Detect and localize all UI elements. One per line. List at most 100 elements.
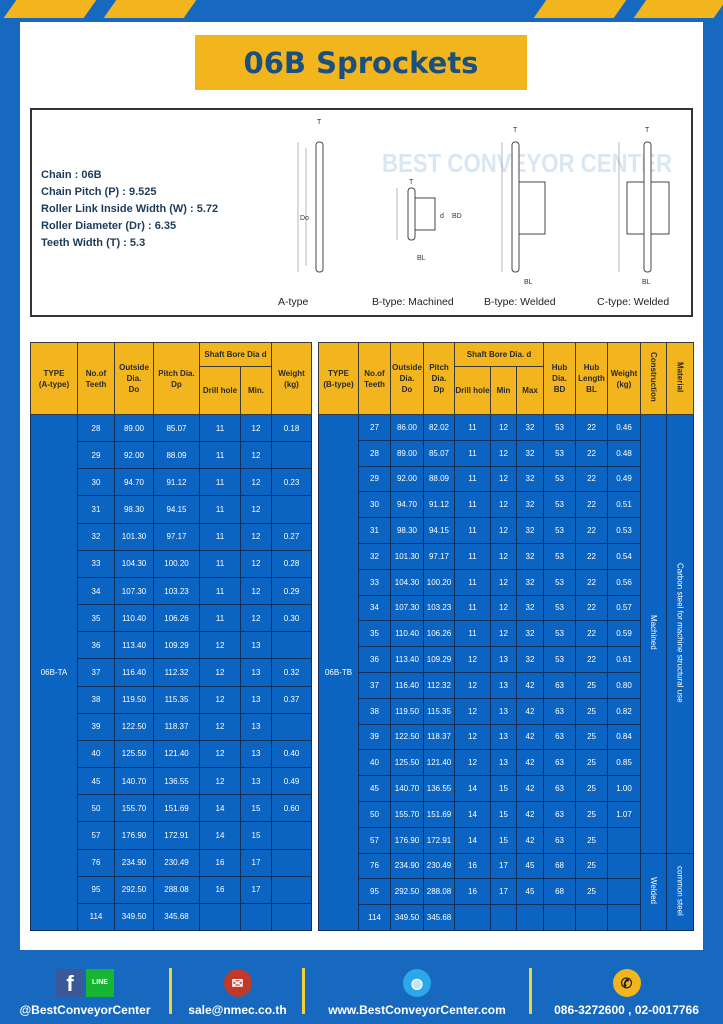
- cell-teeth: 38: [358, 697, 391, 725]
- cell-teeth: 35: [77, 604, 115, 633]
- cell-hub-length: 22: [575, 414, 609, 441]
- cell-outside-dia: 140.70: [114, 767, 154, 796]
- cell-min-bore: [239, 902, 273, 931]
- divider: [529, 968, 532, 1014]
- cell-min-bore: 13: [490, 646, 517, 673]
- cell-min-bore: 12: [239, 549, 273, 578]
- cell-drill-hole: 16: [199, 875, 241, 904]
- label-bl: BL: [642, 279, 651, 286]
- footer-social[interactable]: f LINE @BestConveyorCenter: [10, 962, 160, 1017]
- cell-max-bore: 32: [515, 517, 545, 544]
- cell-hub-dia: 53: [543, 491, 577, 519]
- cell-teeth: 114: [358, 904, 391, 931]
- cell-hub-dia: 68: [543, 878, 577, 906]
- cell-hub-length: 22: [575, 568, 609, 596]
- cell-hub-length: 22: [575, 491, 609, 519]
- sprocket-diagrams: BEST CONVEYOR CENTER T T T T BL BL BL Do…: [297, 119, 672, 286]
- spec-pitch: Chain Pitch (P) : 9.525: [41, 186, 157, 198]
- cell-weight: 0.56: [607, 568, 642, 596]
- cell-pitch-dia: 136.55: [153, 767, 200, 796]
- cell-drill-hole: 12: [199, 658, 241, 687]
- cell-hub-length: 25: [575, 826, 609, 854]
- cell-pitch-dia: 97.17: [153, 522, 200, 551]
- cell-pitch-dia: 109.29: [423, 646, 455, 673]
- cell-teeth: 34: [358, 594, 391, 622]
- facebook-icon[interactable]: f: [56, 969, 84, 997]
- cell-teeth: 76: [358, 852, 391, 880]
- cell-weight: [271, 902, 313, 931]
- cell-outside-dia: 155.70: [114, 794, 154, 823]
- material-carbon-steel: Carbon steel for machine structural use: [666, 414, 695, 854]
- cell-weight: [607, 826, 642, 854]
- cell-pitch-dia: 94.15: [423, 517, 455, 544]
- table-row: 35 110.40 106.26 11 12 0.30: [31, 604, 313, 633]
- cell-pitch-dia: 106.26: [153, 604, 200, 633]
- cell-min-bore: 17: [239, 875, 273, 904]
- email-link[interactable]: sale@nmec.co.th: [188, 1003, 287, 1017]
- cell-drill-hole: 12: [199, 631, 241, 660]
- cell-min-bore: 12: [239, 468, 273, 497]
- cell-min-bore: 12: [239, 495, 273, 524]
- footer-phone[interactable]: ✆ 086-3272600 , 02-0017766: [535, 962, 718, 1017]
- cell-outside-dia: 125.50: [390, 749, 424, 777]
- table-row: 45 140.70 136.55 14 15 42 63 25 1.00: [319, 775, 694, 802]
- footer-website[interactable]: ◍ www.BestConveyorCenter.com: [308, 962, 526, 1017]
- spec-teeth-width: Teeth Width (T) : 5.3: [41, 237, 146, 249]
- header-shaft-bore: Shaft Bore Dia d: [198, 342, 273, 367]
- cell-hub-dia: 63: [543, 775, 577, 802]
- cell-hub-dia: 63: [543, 749, 577, 777]
- cell-outside-dia: 113.40: [114, 631, 154, 660]
- caption-c-welded: C-type: Welded: [597, 296, 670, 308]
- cell-max-bore: 32: [515, 646, 545, 673]
- cell-teeth: 45: [77, 767, 115, 796]
- header-weight: Weight (kg): [607, 342, 642, 415]
- cell-outside-dia: 92.00: [114, 441, 154, 470]
- cell-hub-dia: 53: [543, 646, 577, 673]
- cell-weight: 0.40: [271, 739, 313, 769]
- cell-weight: 0.60: [271, 794, 313, 823]
- cell-min-bore: 17: [490, 878, 517, 906]
- cell-weight: [271, 848, 313, 877]
- decor-stripe: [3, 0, 97, 18]
- footer-email[interactable]: ✉ sale@nmec.co.th: [175, 962, 300, 1017]
- website-link[interactable]: www.BestConveyorCenter.com: [328, 1003, 506, 1017]
- cell-teeth: 37: [77, 658, 115, 687]
- table-row: 29 92.00 88.09 11 12: [31, 441, 313, 470]
- table-row: 114 349.50 345.68: [31, 902, 313, 931]
- cell-max-bore: 42: [515, 697, 545, 725]
- cell-max-bore: 42: [515, 800, 545, 828]
- cell-drill-hole: 16: [454, 878, 491, 906]
- cell-pitch-dia: 115.35: [423, 697, 455, 725]
- line-icon[interactable]: LINE: [86, 969, 114, 997]
- cell-pitch-dia: 121.40: [423, 749, 455, 777]
- cell-max-bore: 32: [515, 568, 545, 596]
- phone-icon: ✆: [612, 969, 641, 997]
- page-title: 06B Sprockets: [195, 35, 527, 90]
- cell-hub-length: 25: [575, 723, 609, 751]
- cell-outside-dia: 94.70: [390, 491, 424, 519]
- cell-drill-hole: 11: [199, 549, 241, 578]
- cell-drill-hole: 11: [199, 495, 241, 524]
- cell-hub-length: [575, 904, 609, 931]
- table-row: 29 92.00 88.09 11 12 32 53 22 0.49: [319, 465, 694, 493]
- label-do: Do: [300, 215, 309, 222]
- cell-outside-dia: 122.50: [390, 723, 424, 751]
- cell-hub-dia: 53: [543, 517, 577, 544]
- cell-outside-dia: 94.70: [114, 468, 154, 497]
- table-row: 50 155.70 151.69 14 15 42 63 25 1.07: [319, 800, 694, 828]
- cell-weight: 0.23: [271, 468, 313, 497]
- cell-hub-dia: 53: [543, 620, 577, 648]
- table-row: 34 107.30 103.23 11 12 32 53 22 0.57: [319, 594, 694, 622]
- cell-drill-hole: 12: [454, 671, 491, 699]
- cell-drill-hole: 11: [199, 468, 241, 497]
- cell-hub-dia: 63: [543, 697, 577, 725]
- cell-drill-hole: 11: [454, 491, 491, 519]
- table-row: 37 116.40 112.32 12 13 42 63 25 0.80: [319, 671, 694, 699]
- cell-drill-hole: 11: [199, 413, 241, 443]
- cell-min-bore: [490, 904, 517, 931]
- cell-weight: 0.28: [271, 549, 313, 578]
- construction-welded: Welded: [640, 852, 668, 931]
- cell-pitch-dia: 121.40: [153, 739, 200, 769]
- cell-max-bore: 32: [515, 465, 545, 493]
- cell-outside-dia: 176.90: [114, 821, 154, 850]
